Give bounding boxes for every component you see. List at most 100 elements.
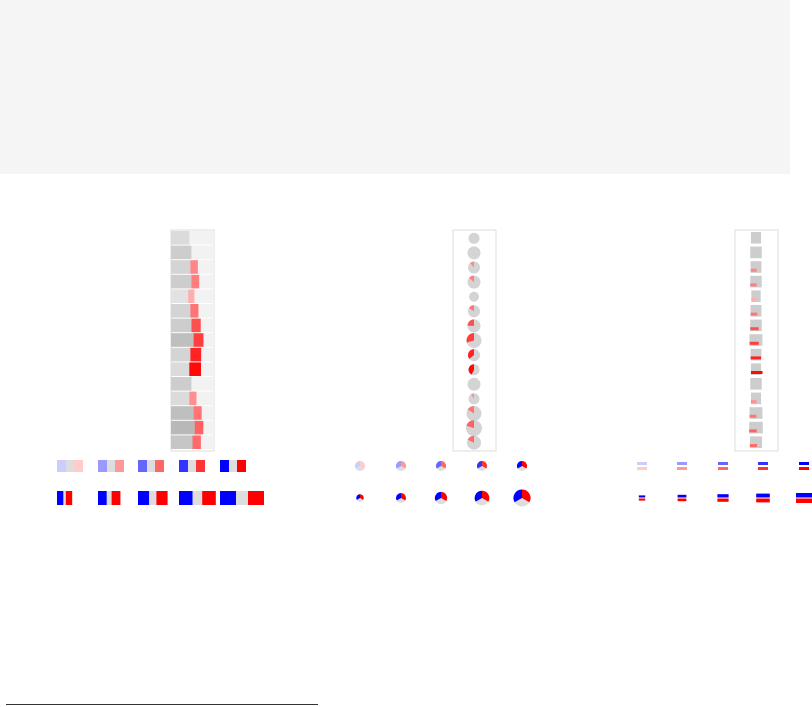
pie-base xyxy=(468,232,480,244)
pie-legend xyxy=(354,460,531,507)
legend-hbar-red xyxy=(758,467,768,470)
bar-red-segment xyxy=(193,333,204,347)
bar-gray-segment xyxy=(171,347,191,362)
legend-hbar-red-size xyxy=(796,498,812,503)
legend-gray-swatch xyxy=(229,460,237,472)
footer-rule xyxy=(6,704,318,705)
hbar-gray xyxy=(750,392,762,405)
hbar-gray xyxy=(750,246,762,259)
bar-red-segment xyxy=(190,304,199,318)
legend-gray-size xyxy=(236,491,248,505)
legend-pie-size-blue xyxy=(396,493,401,501)
legend-pie-color-red xyxy=(401,460,407,469)
legend-gray-swatch xyxy=(107,460,115,472)
hbar-gray xyxy=(750,319,762,332)
legend-hbar-blue-size xyxy=(717,494,729,498)
pie-base xyxy=(467,246,481,260)
hbar-panel xyxy=(734,229,779,452)
hbar-red xyxy=(750,356,761,360)
legend-gray-size xyxy=(149,491,157,505)
hbar-panel-frame xyxy=(734,229,779,452)
legend-blue-swatch xyxy=(57,460,66,472)
bar-gray-segment xyxy=(171,231,190,245)
legend-pie-color-red xyxy=(482,460,488,469)
legend-gray-size xyxy=(106,491,112,505)
hbar-red xyxy=(750,268,757,272)
pie-panel xyxy=(452,229,497,452)
hbar-gray xyxy=(749,407,763,419)
hbar-gray xyxy=(749,334,763,346)
hbar-gray xyxy=(750,363,762,375)
pie-red-wedge xyxy=(466,333,474,343)
legend-hbar-blue xyxy=(637,462,647,465)
bar-red-segment xyxy=(189,362,201,376)
legend-hbar-red-size xyxy=(756,498,770,503)
legend-hbar-blue-size xyxy=(638,495,646,498)
legend-hbar-red xyxy=(677,467,687,470)
bar-legend xyxy=(57,460,264,505)
hbar-gray xyxy=(750,261,762,273)
bar-red-segment xyxy=(188,289,195,303)
legend-blue-swatch xyxy=(138,460,147,472)
bar-gray-segment xyxy=(171,318,192,333)
bar-red-segment xyxy=(194,420,204,435)
bar-red-segment xyxy=(192,435,201,449)
legend-pie-color-blue xyxy=(354,461,360,469)
bar-gray-segment xyxy=(171,289,189,303)
legend-pie-color-red xyxy=(360,461,366,469)
bar-red-segment xyxy=(193,406,202,420)
legend-red-size xyxy=(111,491,121,505)
legend-gray-swatch xyxy=(188,460,196,472)
legend-blue-swatch xyxy=(98,460,107,472)
legend-pie-color-blue xyxy=(516,460,522,469)
legend-hbar-blue-size xyxy=(796,493,812,498)
bar-red-segment xyxy=(191,274,200,289)
legend-hbar-blue-size xyxy=(677,494,687,498)
hbar-gray xyxy=(750,305,762,317)
hbar-gray xyxy=(749,436,763,448)
legend-hbar-red-size xyxy=(638,498,646,501)
pie-red-wedge xyxy=(466,420,474,429)
hbar-gray xyxy=(750,275,762,288)
legend-hbar-blue xyxy=(677,462,687,465)
pie-red-wedge xyxy=(468,305,474,312)
hbar-red xyxy=(749,429,757,433)
hbar-red xyxy=(750,327,759,331)
legend-gray-swatch xyxy=(66,460,74,472)
legend-hbar-red xyxy=(718,467,728,470)
legend-red-size xyxy=(65,491,73,505)
bar-red-segment xyxy=(190,260,198,274)
hbar-red xyxy=(749,414,757,418)
legend-blue-size xyxy=(220,491,236,505)
bar-gray-segment xyxy=(171,362,190,376)
legend-red-swatch xyxy=(196,460,205,472)
pie-red-wedge xyxy=(470,261,474,268)
legend-gray-size xyxy=(63,491,66,505)
bar-gray-segment xyxy=(171,245,192,260)
hbar-red xyxy=(750,400,757,404)
legend-red-size xyxy=(202,491,216,505)
bar-gray-segment xyxy=(171,406,194,420)
bar-red-segment xyxy=(189,391,197,406)
legend-hbar-blue-size xyxy=(756,493,770,498)
legend-red-swatch xyxy=(74,460,83,472)
legend-pie-size-blue xyxy=(356,494,360,500)
hbar-gray xyxy=(750,378,762,390)
legend-red-swatch xyxy=(155,460,164,472)
bar-panel xyxy=(170,229,215,452)
bar-gray-segment xyxy=(171,435,193,449)
bar-gray-segment xyxy=(171,377,192,391)
hbar-red xyxy=(750,283,757,287)
legend-red-size xyxy=(156,491,168,505)
legend-blue-size xyxy=(179,491,193,505)
pie-base xyxy=(467,377,481,391)
legend-red-size xyxy=(248,491,264,505)
legend-hbar-red-size xyxy=(717,498,729,502)
hbar-red xyxy=(750,312,758,316)
pie-panel-frame xyxy=(452,229,497,452)
legend-pie-color-red xyxy=(441,460,447,469)
legend-pie-size-blue xyxy=(474,490,482,502)
pie-red-wedge xyxy=(468,349,474,359)
hbar-red xyxy=(751,298,756,301)
